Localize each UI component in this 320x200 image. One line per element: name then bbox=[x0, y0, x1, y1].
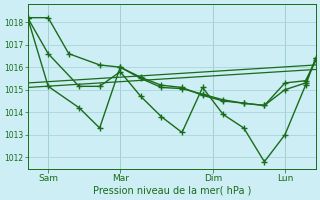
X-axis label: Pression niveau de la mer( hPa ): Pression niveau de la mer( hPa ) bbox=[92, 186, 251, 196]
